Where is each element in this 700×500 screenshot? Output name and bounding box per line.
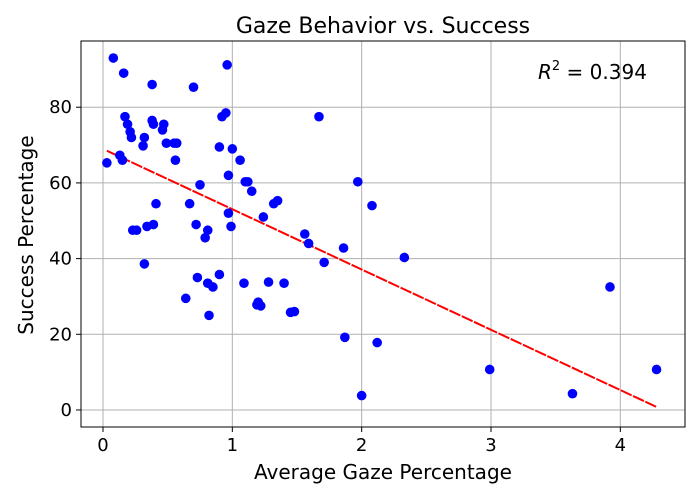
data-point xyxy=(122,119,133,130)
data-point xyxy=(235,155,245,166)
data-point xyxy=(263,277,274,287)
data-point xyxy=(272,195,283,206)
r-squared-annotation: R2 = 0.394 xyxy=(538,59,647,84)
data-point xyxy=(148,119,159,130)
data-point xyxy=(289,306,300,317)
data-points xyxy=(102,53,662,401)
data-point xyxy=(170,155,181,166)
x-axis-ticks: 0 1 2 3 4 xyxy=(97,427,626,456)
data-point xyxy=(131,225,142,236)
r-squared-superscript: 2 xyxy=(552,59,560,74)
data-point xyxy=(184,198,195,209)
x-tick-label: 2 xyxy=(356,435,367,456)
y-tick-label: 40 xyxy=(49,249,72,270)
data-point xyxy=(139,259,150,269)
y-tick-label: 0 xyxy=(61,400,72,421)
x-tick-label: 1 xyxy=(227,435,238,456)
data-point xyxy=(214,269,225,280)
regression-line-group xyxy=(106,149,657,408)
data-point xyxy=(204,310,214,321)
data-point xyxy=(208,282,218,292)
data-point xyxy=(151,198,161,209)
data-point xyxy=(255,301,266,311)
x-axis-label: Average Gaze Percentage xyxy=(254,460,512,484)
data-point xyxy=(188,82,199,92)
y-tick-label: 20 xyxy=(49,324,72,345)
data-point xyxy=(222,60,232,70)
data-point xyxy=(246,186,257,197)
x-tick-label: 4 xyxy=(615,435,626,456)
data-point xyxy=(221,108,231,118)
r-squared-symbol: R xyxy=(538,60,552,84)
y-axis-ticks: 0 20 40 60 80 xyxy=(49,97,81,421)
data-point xyxy=(200,232,210,243)
data-point xyxy=(303,238,314,249)
data-point xyxy=(226,221,236,232)
y-axis-label: Success Percentage xyxy=(14,135,38,334)
data-point xyxy=(399,252,410,263)
data-point xyxy=(102,158,112,168)
data-point xyxy=(279,278,289,288)
data-point xyxy=(372,337,382,348)
data-point xyxy=(356,390,367,401)
data-point xyxy=(171,138,182,148)
data-point xyxy=(243,176,253,187)
grid-lines xyxy=(81,41,685,427)
data-point xyxy=(147,79,157,90)
data-point xyxy=(338,243,349,253)
data-point xyxy=(117,155,128,166)
data-point xyxy=(223,208,234,218)
data-point xyxy=(258,212,269,222)
data-point xyxy=(148,219,159,230)
data-point xyxy=(239,278,249,288)
x-tick-label: 0 xyxy=(97,435,108,456)
x-tick-label: 3 xyxy=(485,435,496,456)
data-point xyxy=(314,111,324,122)
data-point xyxy=(352,176,363,187)
data-point xyxy=(192,272,203,283)
data-point xyxy=(118,68,129,78)
data-point xyxy=(214,142,225,152)
data-point xyxy=(299,229,310,239)
data-point xyxy=(223,170,234,181)
y-tick-label: 80 xyxy=(49,97,72,118)
data-point xyxy=(227,144,238,154)
data-point xyxy=(139,132,150,143)
plot-frame xyxy=(80,40,686,428)
data-point xyxy=(319,257,329,268)
data-point xyxy=(158,119,169,130)
data-point xyxy=(191,219,201,230)
data-point xyxy=(484,364,495,375)
data-point xyxy=(567,388,578,399)
y-tick-label: 60 xyxy=(49,173,72,194)
data-point xyxy=(340,332,350,343)
data-point xyxy=(120,111,130,122)
data-point xyxy=(651,364,662,375)
data-point xyxy=(126,132,137,143)
data-point xyxy=(195,180,205,190)
chart-title: Gaze Behavior vs. Success xyxy=(236,14,530,39)
data-point xyxy=(161,138,172,148)
data-point xyxy=(367,200,377,211)
data-point xyxy=(605,282,615,292)
regression-line xyxy=(106,149,657,408)
r-squared-value: = 0.394 xyxy=(560,60,647,84)
data-point xyxy=(180,293,191,304)
data-point xyxy=(108,53,119,63)
data-point xyxy=(138,141,148,151)
data-point xyxy=(202,225,213,236)
